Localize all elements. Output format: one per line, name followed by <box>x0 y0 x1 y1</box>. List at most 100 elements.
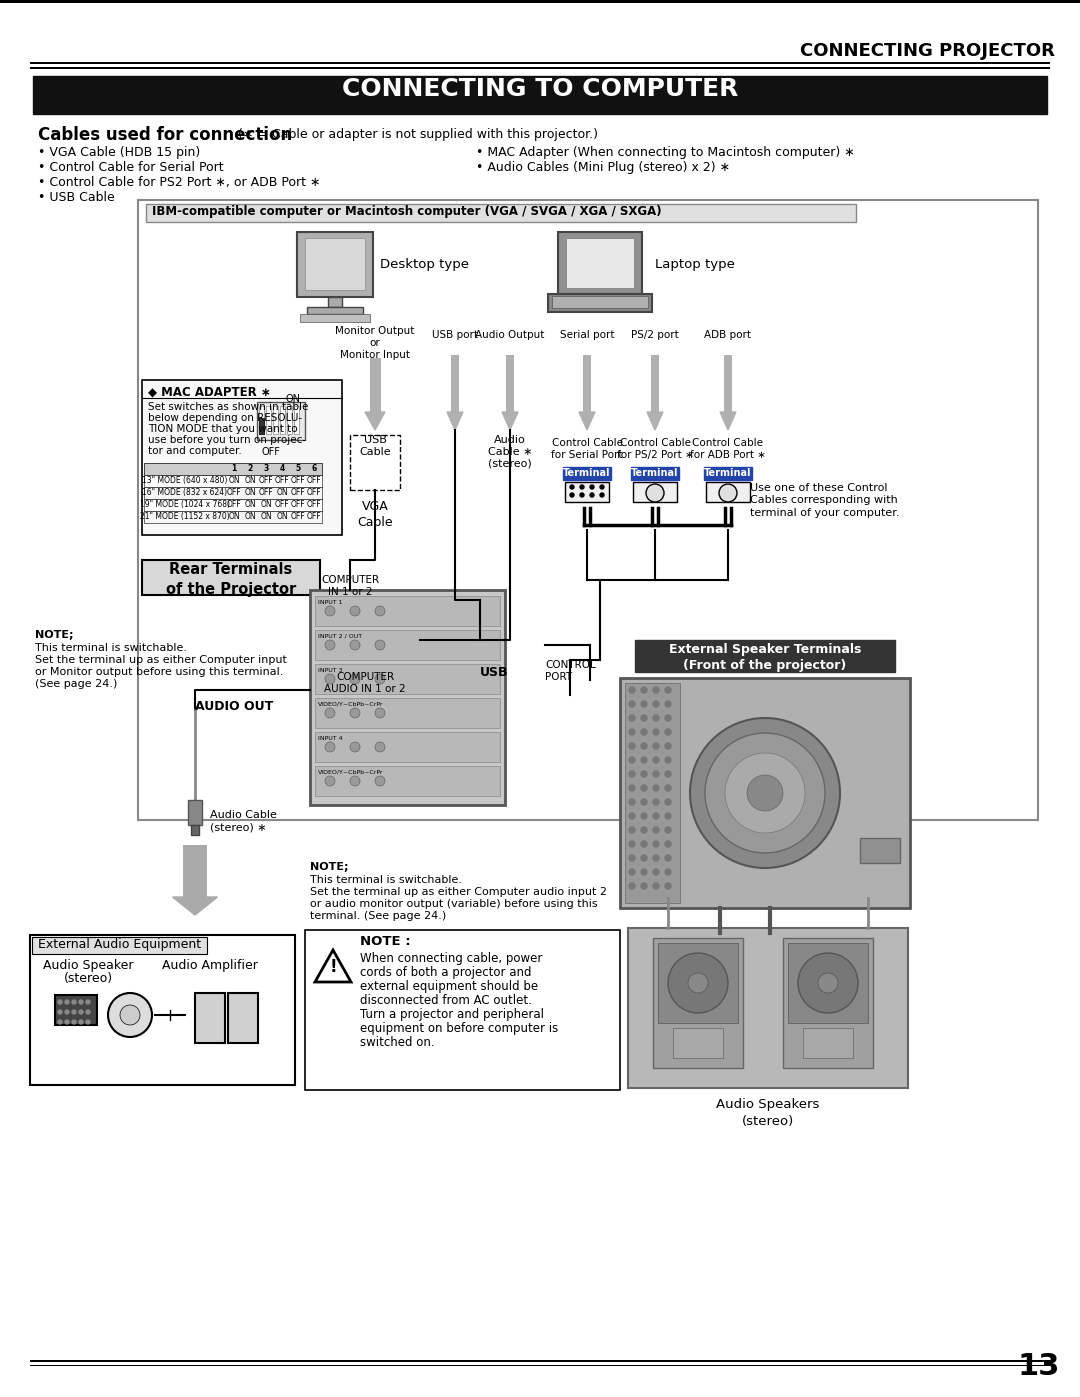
Bar <box>146 204 856 222</box>
Circle shape <box>653 757 659 763</box>
Circle shape <box>665 743 671 749</box>
Bar <box>552 296 648 307</box>
Text: OFF: OFF <box>259 476 273 485</box>
Circle shape <box>580 485 584 489</box>
Text: Control Cable
for ADB Port ∗: Control Cable for ADB Port ∗ <box>690 439 766 460</box>
Text: USB port: USB port <box>432 330 478 339</box>
Text: USB: USB <box>480 666 509 679</box>
Text: This terminal is switchable.: This terminal is switchable. <box>35 643 187 652</box>
Text: Set switches as shown in table: Set switches as shown in table <box>148 402 309 412</box>
Text: tor and computer.: tor and computer. <box>148 446 242 455</box>
Bar <box>650 355 660 412</box>
Text: OFF: OFF <box>307 511 322 521</box>
Polygon shape <box>447 412 463 430</box>
Text: OFF: OFF <box>291 500 306 509</box>
Text: below depending on RESOLU-: below depending on RESOLU- <box>148 414 302 423</box>
Circle shape <box>325 775 335 787</box>
Bar <box>310 590 505 805</box>
Polygon shape <box>502 412 518 430</box>
Circle shape <box>653 883 659 888</box>
Text: Serial port: Serial port <box>559 330 615 339</box>
Text: ON: ON <box>260 511 272 521</box>
Text: Control Cable
for PS/2 Port ∗: Control Cable for PS/2 Port ∗ <box>617 439 693 460</box>
Circle shape <box>653 869 659 875</box>
Text: Terminal: Terminal <box>564 468 611 478</box>
Bar <box>315 698 500 728</box>
Bar <box>144 475 322 488</box>
Text: Turn a projector and peripheral: Turn a projector and peripheral <box>360 1009 544 1021</box>
Bar <box>287 407 292 434</box>
Bar <box>783 937 873 1067</box>
Bar <box>259 418 264 434</box>
Text: Audio Amplifier: Audio Amplifier <box>162 958 258 972</box>
Bar <box>195 993 225 1044</box>
Text: CONNECTING PROJECTOR: CONNECTING PROJECTOR <box>800 42 1055 60</box>
Text: INPUT 4: INPUT 4 <box>318 736 342 740</box>
Circle shape <box>79 1020 83 1024</box>
Text: COMPUTER
AUDIO IN 1 or 2: COMPUTER AUDIO IN 1 or 2 <box>324 672 406 694</box>
Circle shape <box>629 855 635 861</box>
Bar <box>565 482 609 502</box>
Text: (See page 24.): (See page 24.) <box>35 679 118 689</box>
Polygon shape <box>720 412 735 430</box>
Circle shape <box>350 775 360 787</box>
Text: OFF: OFF <box>291 476 306 485</box>
Bar <box>658 943 738 1023</box>
Circle shape <box>375 708 384 718</box>
Circle shape <box>665 701 671 707</box>
Text: INPUT 3: INPUT 3 <box>318 668 342 673</box>
Bar <box>191 826 199 835</box>
Text: Audio Cable
(stereo) ∗: Audio Cable (stereo) ∗ <box>210 810 276 833</box>
Text: ON: ON <box>228 511 240 521</box>
Bar <box>315 597 500 626</box>
Text: external equipment should be: external equipment should be <box>360 981 538 993</box>
Circle shape <box>375 775 384 787</box>
Circle shape <box>590 493 594 497</box>
Circle shape <box>600 493 604 497</box>
Text: OFF: OFF <box>291 488 306 497</box>
Circle shape <box>590 485 594 489</box>
Circle shape <box>642 729 647 735</box>
Circle shape <box>629 701 635 707</box>
Circle shape <box>350 673 360 685</box>
Circle shape <box>642 757 647 763</box>
Circle shape <box>65 1010 69 1014</box>
Circle shape <box>688 972 708 993</box>
Circle shape <box>350 606 360 616</box>
Text: OFF: OFF <box>307 488 322 497</box>
Circle shape <box>642 855 647 861</box>
Text: OFF: OFF <box>274 476 289 485</box>
Text: AUDIO OUT: AUDIO OUT <box>195 700 273 712</box>
Text: (stereo): (stereo) <box>64 972 112 985</box>
Circle shape <box>580 493 584 497</box>
Circle shape <box>629 883 635 888</box>
Bar <box>297 232 373 298</box>
Circle shape <box>350 708 360 718</box>
Circle shape <box>629 743 635 749</box>
Text: cords of both a projector and: cords of both a projector and <box>360 965 531 979</box>
Circle shape <box>642 687 647 693</box>
Circle shape <box>665 799 671 805</box>
Circle shape <box>798 953 858 1013</box>
Circle shape <box>705 733 825 854</box>
Text: 3: 3 <box>264 464 269 474</box>
Circle shape <box>653 799 659 805</box>
Circle shape <box>72 1020 76 1024</box>
Bar <box>860 838 900 863</box>
Bar <box>788 943 868 1023</box>
Bar <box>55 995 97 1025</box>
Circle shape <box>86 1010 90 1014</box>
Bar <box>804 1028 853 1058</box>
Text: External Audio Equipment: External Audio Equipment <box>38 937 201 951</box>
Bar <box>30 67 1050 68</box>
Bar <box>280 407 285 434</box>
Bar <box>141 380 342 535</box>
Text: ON: ON <box>244 488 256 497</box>
Circle shape <box>747 775 783 812</box>
Text: ON: ON <box>285 394 300 404</box>
Bar <box>144 511 322 522</box>
Text: Audio Speakers
(stereo): Audio Speakers (stereo) <box>716 1098 820 1127</box>
Text: Laptop type: Laptop type <box>654 258 734 271</box>
Text: • Audio Cables (Mini Plug (stereo) x 2) ∗: • Audio Cables (Mini Plug (stereo) x 2) … <box>476 161 730 175</box>
Text: OFF: OFF <box>274 500 289 509</box>
